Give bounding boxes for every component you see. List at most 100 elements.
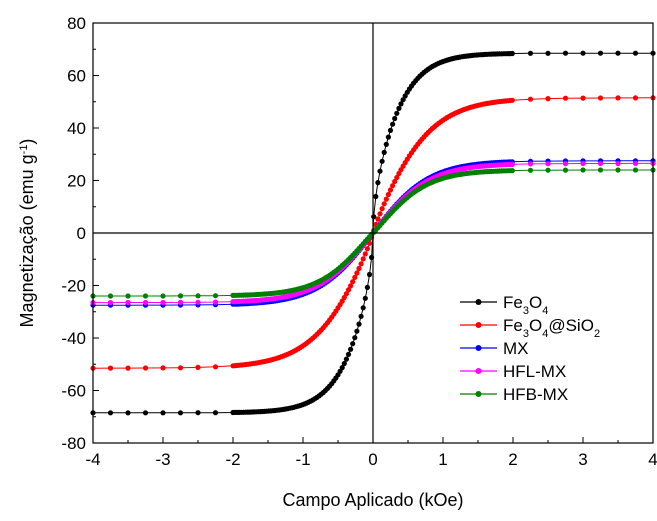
y-tick-label: 20 xyxy=(67,172,86,191)
legend-marker xyxy=(475,345,482,351)
legend-label: Fe3O4 xyxy=(503,293,548,317)
legend-item: Fe3O4@SiO2 xyxy=(460,316,600,340)
y-axis-title: Magnetização (emu g-1) xyxy=(17,139,37,328)
data-point xyxy=(615,167,621,173)
legend-item: MX xyxy=(460,339,529,358)
x-tick-label: -3 xyxy=(155,450,170,469)
data-point xyxy=(562,95,569,101)
data-point xyxy=(527,50,534,56)
data-point xyxy=(354,270,360,276)
data-point xyxy=(580,167,586,173)
data-point xyxy=(390,183,396,189)
data-point xyxy=(387,187,394,193)
data-point xyxy=(390,121,396,127)
data-point xyxy=(177,365,184,371)
data-point xyxy=(348,346,354,352)
data-point xyxy=(358,313,364,319)
data-point xyxy=(360,305,366,311)
legend-marker xyxy=(475,391,482,397)
series-fe3o4-sio2 xyxy=(90,95,656,371)
data-point xyxy=(352,335,358,341)
data-point xyxy=(107,300,114,306)
data-point xyxy=(358,261,364,267)
data-point xyxy=(545,50,551,56)
data-point xyxy=(107,410,114,416)
data-point xyxy=(142,293,149,299)
data-point xyxy=(373,193,379,200)
data-point xyxy=(177,299,184,305)
data-point xyxy=(195,293,201,299)
data-point xyxy=(107,293,114,299)
data-point xyxy=(160,365,166,371)
y-tick-label: 0 xyxy=(77,224,86,243)
data-point xyxy=(366,271,373,278)
data-point xyxy=(348,283,354,289)
data-point xyxy=(352,274,358,280)
data-point xyxy=(597,50,604,56)
data-point xyxy=(125,293,131,299)
data-point xyxy=(597,160,604,167)
legend-marker xyxy=(475,299,482,305)
data-point xyxy=(364,246,370,252)
data-point xyxy=(364,284,370,290)
data-point xyxy=(341,294,347,301)
data-point xyxy=(562,50,569,56)
data-point xyxy=(527,161,534,167)
data-point xyxy=(545,96,551,102)
x-tick-label: 1 xyxy=(438,450,447,469)
x-tick-label: 0 xyxy=(368,450,377,469)
y-tick-label: 80 xyxy=(67,14,86,33)
data-point xyxy=(632,50,639,56)
x-tick-label: -4 xyxy=(85,450,100,469)
x-tick-label: 4 xyxy=(648,450,657,469)
data-point xyxy=(377,168,383,174)
y-tick-label: -80 xyxy=(61,434,86,453)
data-point xyxy=(387,127,394,133)
data-point xyxy=(509,50,515,57)
x-tick-label: -1 xyxy=(295,450,310,469)
data-point xyxy=(142,365,149,371)
data-point xyxy=(375,180,381,186)
legend-label: HFB-MX xyxy=(503,385,568,404)
data-point xyxy=(400,97,406,103)
zero-lines xyxy=(93,23,653,443)
data-point xyxy=(212,410,219,416)
data-point xyxy=(562,161,569,167)
data-point xyxy=(362,251,368,257)
data-point xyxy=(160,293,166,299)
data-point xyxy=(509,168,515,174)
y-tick-label: -60 xyxy=(61,382,86,401)
data-point xyxy=(212,364,219,370)
data-point xyxy=(385,191,391,198)
y-tick-label: -40 xyxy=(61,329,86,348)
data-point xyxy=(545,161,551,167)
data-point xyxy=(354,328,360,334)
data-point xyxy=(509,161,515,167)
data-point xyxy=(125,410,131,416)
x-tick-label: -2 xyxy=(225,450,240,469)
data-point xyxy=(160,299,166,306)
data-point xyxy=(195,364,201,370)
data-point xyxy=(527,167,534,173)
data-point xyxy=(345,351,352,357)
x-tick-label: 3 xyxy=(578,450,587,469)
data-point xyxy=(392,178,398,185)
data-point xyxy=(350,279,356,285)
data-point xyxy=(339,365,345,371)
axis-tick-labels: -4 -3 -2 -1 0 1 2 3 4 -80 -60 -40 -20 0 20 40 60 80 xyxy=(61,14,657,469)
legend-label: Fe3O4@SiO2 xyxy=(503,316,600,340)
data-point xyxy=(632,167,639,173)
data-point xyxy=(632,95,639,101)
x-tick-label: 2 xyxy=(508,450,517,469)
data-point xyxy=(343,291,349,297)
series-layer xyxy=(90,50,656,416)
data-point xyxy=(125,299,131,306)
data-point xyxy=(212,299,219,305)
data-point xyxy=(615,50,621,56)
data-point xyxy=(381,149,387,155)
data-point xyxy=(341,360,347,367)
data-point xyxy=(362,295,368,301)
data-point xyxy=(632,160,639,166)
data-point xyxy=(392,115,398,122)
data-point xyxy=(375,216,381,222)
